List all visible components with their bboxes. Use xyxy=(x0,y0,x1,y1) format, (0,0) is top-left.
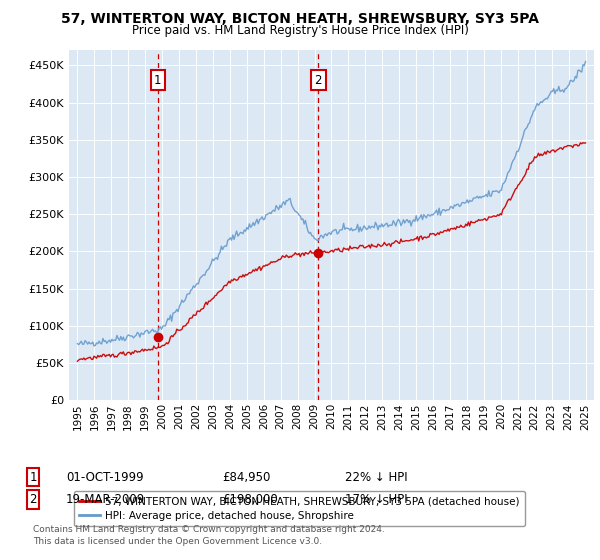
Text: 2: 2 xyxy=(314,74,322,87)
Text: 1: 1 xyxy=(29,470,37,484)
Text: 19-MAR-2009: 19-MAR-2009 xyxy=(66,493,145,506)
Text: 2: 2 xyxy=(29,493,37,506)
Text: 17% ↓ HPI: 17% ↓ HPI xyxy=(345,493,407,506)
Text: 22% ↓ HPI: 22% ↓ HPI xyxy=(345,470,407,484)
Text: 01-OCT-1999: 01-OCT-1999 xyxy=(66,470,143,484)
Text: 1: 1 xyxy=(154,74,161,87)
Text: Price paid vs. HM Land Registry's House Price Index (HPI): Price paid vs. HM Land Registry's House … xyxy=(131,24,469,36)
Text: Contains HM Land Registry data © Crown copyright and database right 2024.
This d: Contains HM Land Registry data © Crown c… xyxy=(33,525,385,546)
Text: £198,000: £198,000 xyxy=(222,493,278,506)
Text: £84,950: £84,950 xyxy=(222,470,271,484)
Legend: 57, WINTERTON WAY, BICTON HEATH, SHREWSBURY, SY3 5PA (detached house), HPI: Aver: 57, WINTERTON WAY, BICTON HEATH, SHREWSB… xyxy=(74,491,525,526)
Text: 57, WINTERTON WAY, BICTON HEATH, SHREWSBURY, SY3 5PA: 57, WINTERTON WAY, BICTON HEATH, SHREWSB… xyxy=(61,12,539,26)
